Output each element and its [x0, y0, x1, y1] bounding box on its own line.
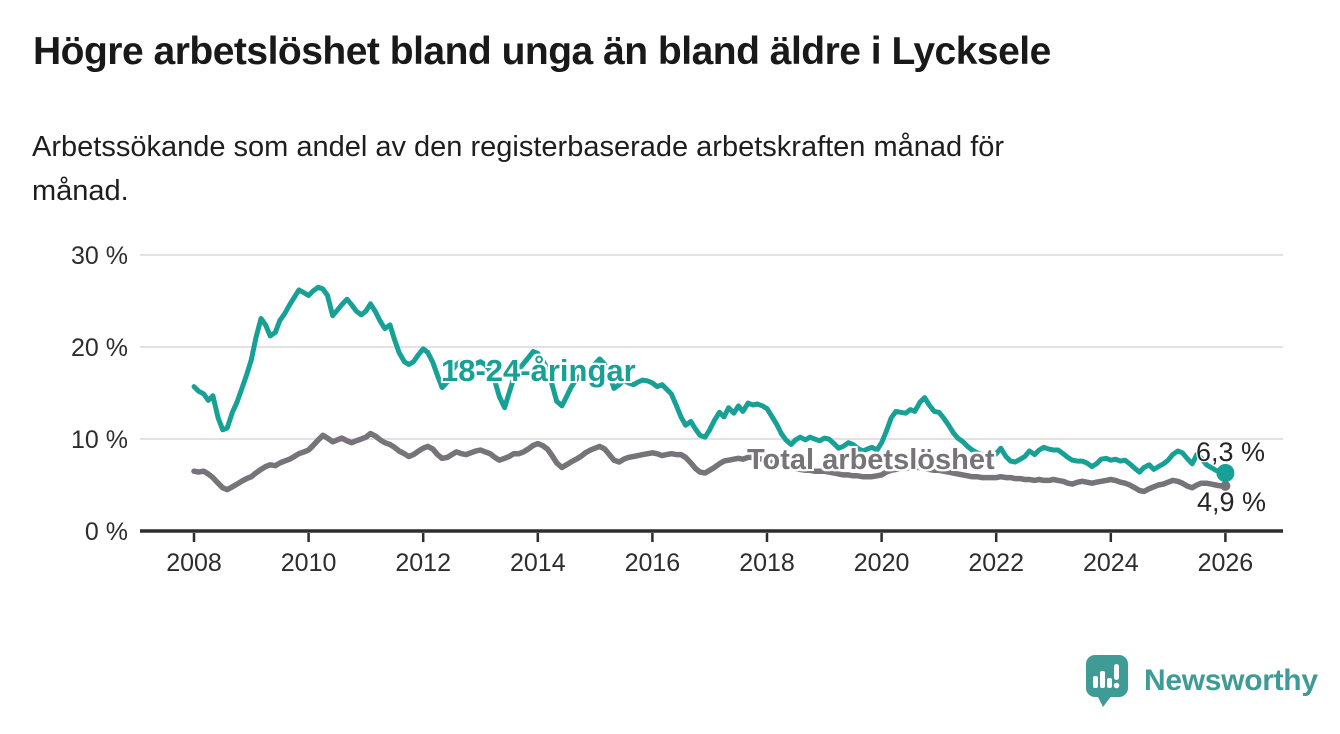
y-tick-label: 10 % [71, 426, 128, 454]
x-tick-label: 2026 [1198, 549, 1254, 577]
series-label-total: Total arbetslöshet [747, 444, 995, 476]
x-tick-label: 2024 [1083, 549, 1139, 577]
x-tick-label: 2022 [968, 549, 1024, 577]
subtitle-line-1: Arbetssökande som andel av den registerb… [32, 131, 1005, 163]
series-end-dot-0 [1220, 480, 1231, 491]
newsworthy-brand: Newsworthy [1085, 654, 1318, 708]
newsworthy-logo-icon [1086, 655, 1128, 707]
series-line-1 [191, 284, 1228, 476]
brand-name: Newsworthy [1144, 664, 1318, 697]
x-tick-label: 2018 [739, 549, 795, 577]
series-line-0 [191, 430, 1229, 495]
x-tick-label: 2008 [166, 549, 222, 577]
x-tick-label: 2016 [625, 549, 681, 577]
x-tick-label: 2014 [510, 549, 566, 577]
y-tick-label: 0 % [85, 518, 128, 546]
subtitle-line-2: månad. [32, 174, 129, 207]
y-tick-label: 20 % [71, 334, 128, 362]
y-tick-label: 30 % [71, 242, 128, 270]
total-latest-value: 4,9 % [1197, 487, 1267, 517]
x-tick-label: 2020 [854, 549, 910, 577]
x-tick-label: 2012 [395, 549, 451, 577]
series-label-youth: 18-24-åringar [441, 353, 636, 388]
series-end-dot-1 [1216, 464, 1235, 482]
x-tick-label: 2010 [281, 549, 337, 577]
youth-latest-value: 6,3 % [1196, 437, 1266, 467]
chart-subtitle: Arbetssökande som andel av den registerb… [32, 126, 1252, 213]
page-title: Högre arbetslöshet bland unga än bland ä… [33, 30, 1051, 73]
